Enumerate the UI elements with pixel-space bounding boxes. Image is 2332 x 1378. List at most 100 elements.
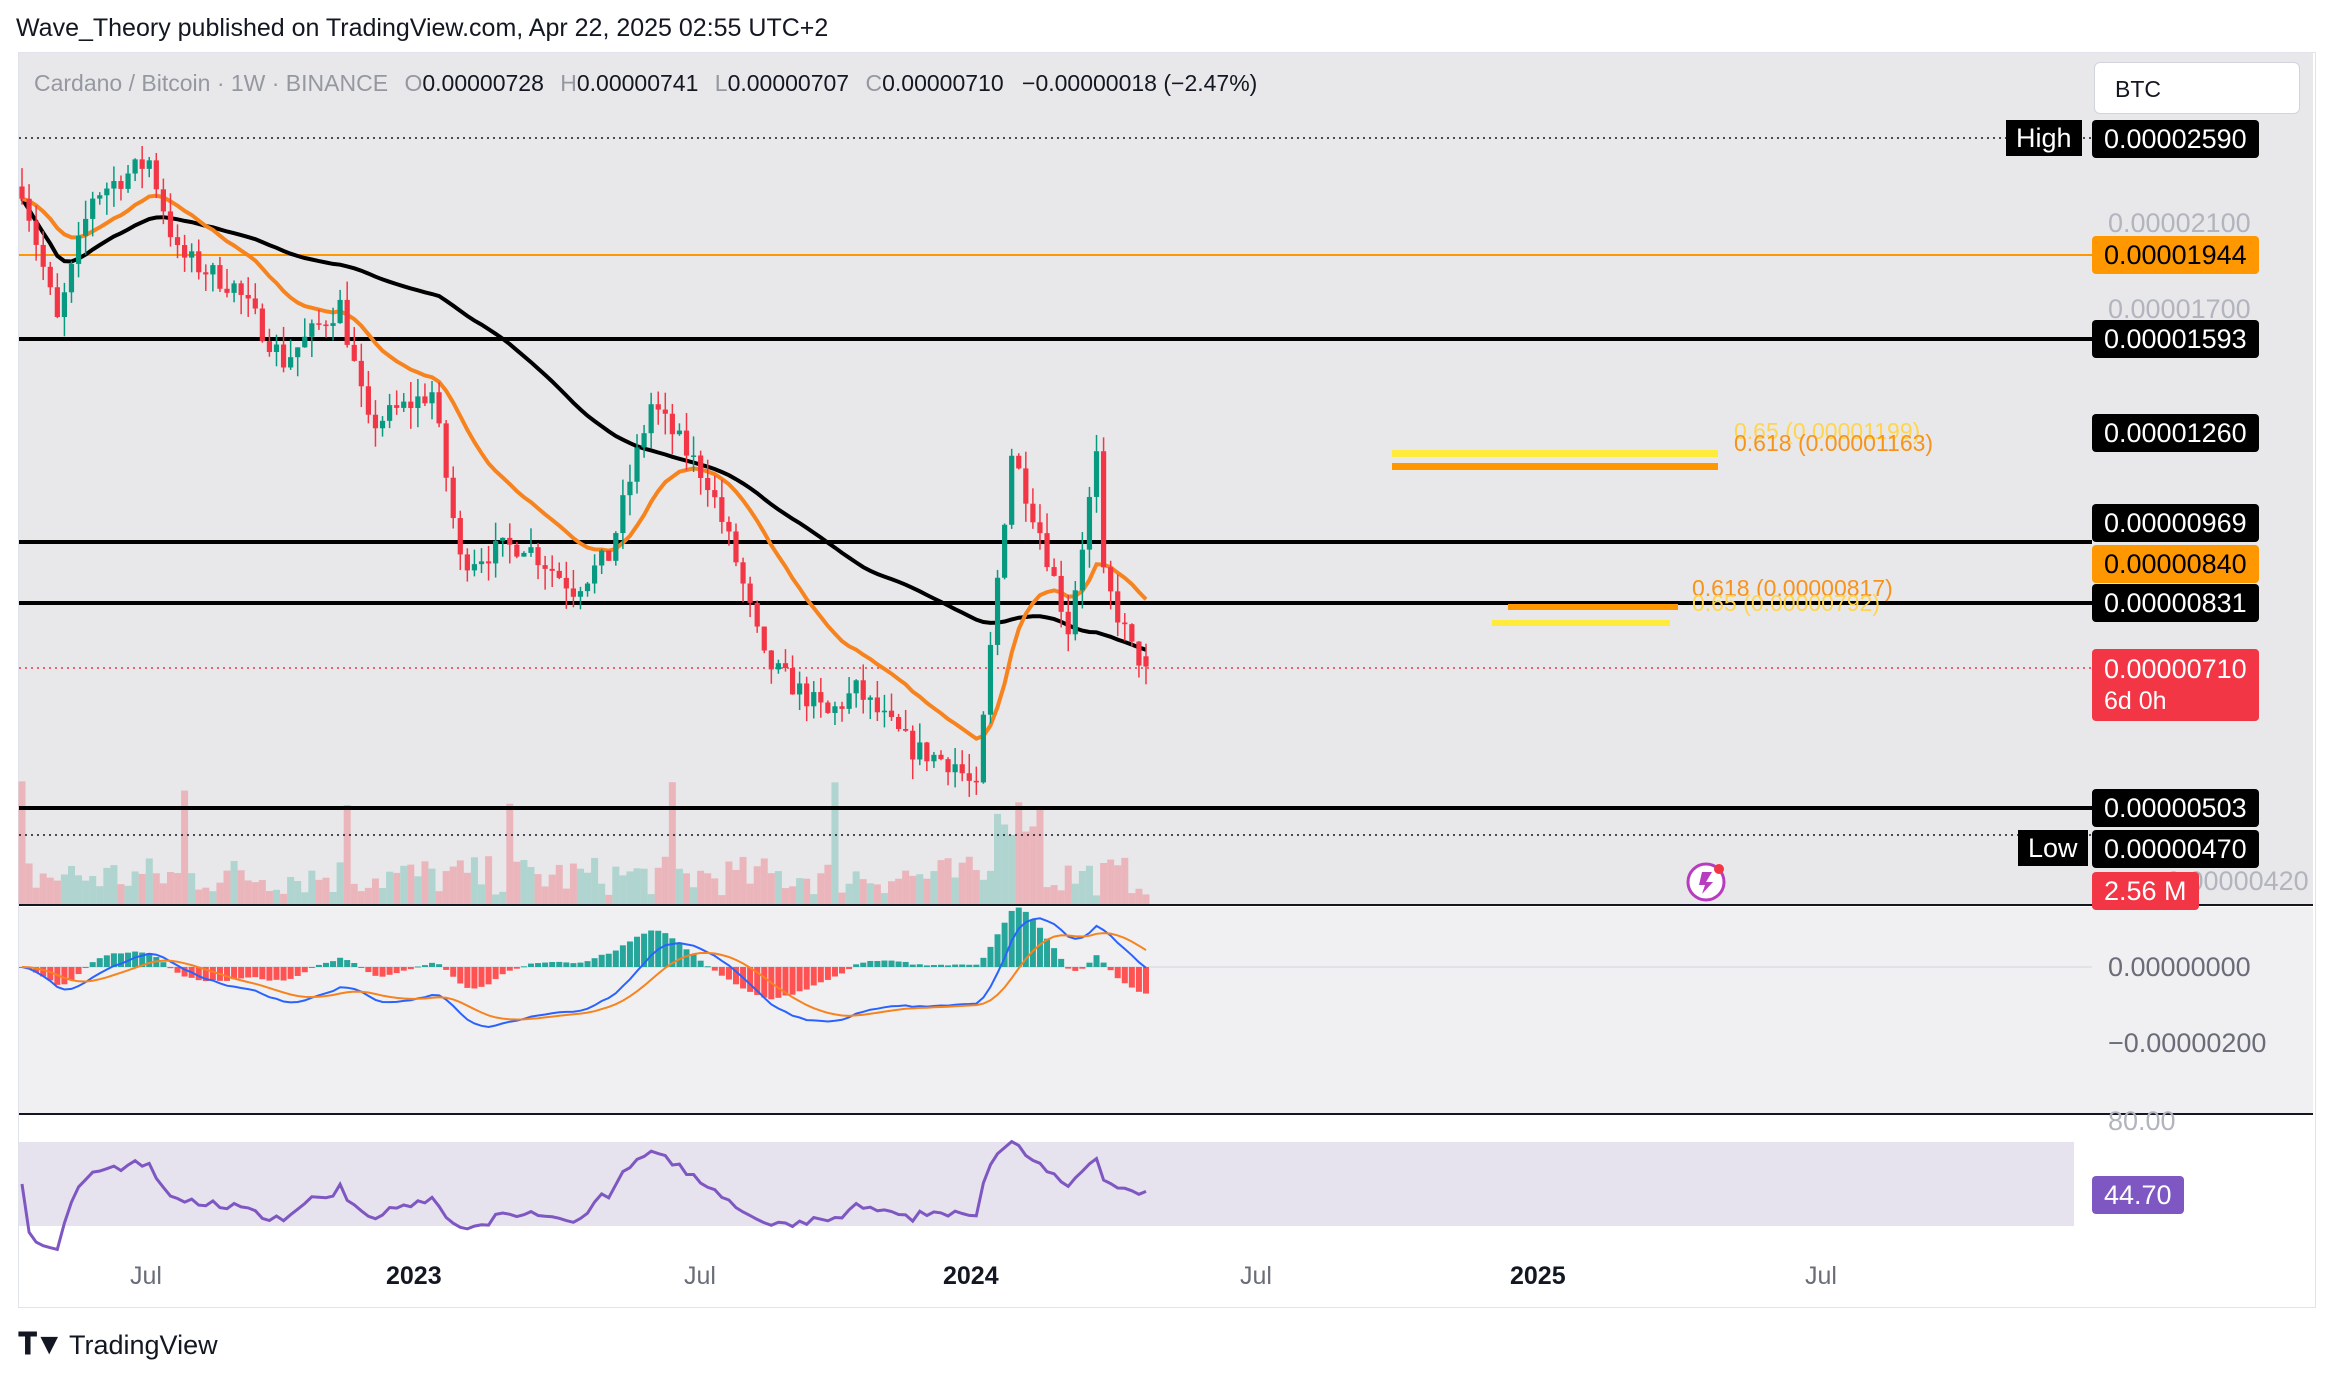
volume-bar <box>958 862 966 904</box>
volume-bar <box>485 856 493 904</box>
volume-bar <box>668 782 676 904</box>
candle-body <box>61 292 68 318</box>
volume-bar <box>32 887 40 904</box>
macd-hist-bar <box>535 963 542 967</box>
macd-hist-bar <box>492 967 499 980</box>
macd-hist-bar <box>634 936 641 967</box>
volume-bar <box>315 879 323 904</box>
macd-hist-bar <box>556 961 563 967</box>
currency-button[interactable]: BTC <box>2094 62 2300 114</box>
candle-body <box>910 730 916 760</box>
candle-body <box>627 481 633 496</box>
macd-hist-bar <box>478 967 485 987</box>
macd-hist-bar <box>344 960 351 967</box>
candle-body <box>1002 524 1008 578</box>
volume-bar <box>640 868 648 904</box>
candle-body <box>931 754 937 762</box>
volume-bar <box>166 871 174 904</box>
volume-bar <box>237 870 245 904</box>
volume-bar <box>265 890 273 904</box>
volume-bar <box>746 883 754 904</box>
macd-hist-bar <box>365 967 372 973</box>
ema-orange-line <box>21 193 1148 741</box>
candle-body <box>309 323 315 337</box>
candle-body <box>394 405 400 408</box>
rsi-band <box>19 1142 2074 1226</box>
candle-body <box>549 568 555 571</box>
volume-bar <box>1001 824 1009 904</box>
candle-body <box>210 265 216 275</box>
volume-bar <box>272 889 280 904</box>
volume-bar <box>308 870 316 904</box>
volume-bar <box>343 805 351 904</box>
macd-hist-bar <box>761 967 768 998</box>
volume-bar <box>251 882 259 904</box>
macd-hist-bar <box>605 953 612 967</box>
volume-bar <box>96 886 104 904</box>
volume-bar <box>767 873 775 904</box>
candle-body <box>535 547 541 566</box>
volume-bar <box>230 861 238 904</box>
candle-body <box>980 714 987 783</box>
current-price-label: 0.00000710 6d 0h <box>2092 649 2259 721</box>
candle-body <box>19 186 25 199</box>
volume-bar <box>46 877 54 904</box>
candle-body <box>584 583 591 592</box>
macd-hist-bar <box>853 964 860 967</box>
candle-body <box>676 430 683 435</box>
legend-symbol[interactable]: Cardano / Bitcoin · 1W · BINANCE <box>34 70 389 96</box>
candle-body <box>987 644 994 715</box>
macd-hist-bar <box>436 964 443 967</box>
candle-body <box>754 602 760 627</box>
macd-hist-bar <box>612 950 619 967</box>
volume-bar <box>117 884 125 904</box>
candle-body <box>867 697 873 700</box>
macd-hist-bar <box>337 957 344 967</box>
macd-hist-bar <box>839 967 846 974</box>
candle-body <box>592 565 598 584</box>
volume-bar <box>909 875 917 904</box>
macd-hist-bar <box>167 967 174 969</box>
candle-body <box>775 663 782 670</box>
macd-hist-bar <box>923 965 930 967</box>
macd-hist-bar <box>132 951 139 967</box>
candles-group <box>19 146 1149 797</box>
alert-icon[interactable] <box>1686 862 1726 902</box>
volume-bar <box>979 879 987 904</box>
volume-bar <box>294 880 302 904</box>
fib-upper-0618-zone <box>1392 463 1718 470</box>
candle-body <box>337 299 343 324</box>
level-1260-label: 0.00001260 <box>2092 414 2259 452</box>
candle-body <box>726 521 732 532</box>
legend-low-key: L <box>714 70 728 96</box>
chart-legend: Cardano / Bitcoin · 1W · BINANCE O0.0000… <box>34 70 1257 97</box>
candle-body <box>139 159 145 169</box>
price-pane-bg <box>19 53 2313 905</box>
volume-bar <box>39 873 47 904</box>
volume-bar <box>60 874 68 904</box>
macd-hist-bar <box>704 966 711 968</box>
volume-bar <box>442 871 450 904</box>
tradingview-brand[interactable]: 𝐓▼ TradingView <box>18 1328 218 1362</box>
macd-hist-bar <box>570 963 577 967</box>
rsi-line <box>20 1139 1147 1252</box>
candle-body <box>888 710 895 718</box>
macd-hist-bar <box>202 967 209 982</box>
candle-body <box>577 591 584 597</box>
candle-body <box>415 396 421 409</box>
macd-hist-bar <box>224 967 231 981</box>
volume-bar <box>1121 857 1129 904</box>
candle-body <box>514 544 520 557</box>
candle-body <box>860 680 866 700</box>
volume-bar <box>463 872 471 904</box>
macd-hist-bar <box>980 957 987 967</box>
volume-bar <box>1093 895 1101 904</box>
candle-body <box>478 561 485 565</box>
volume-bar <box>937 860 945 904</box>
macd-hist-bar <box>902 961 909 967</box>
volume-bar <box>725 861 733 904</box>
candle-body <box>33 220 39 245</box>
macd-hist-bar <box>1029 919 1036 967</box>
volume-bar <box>371 878 379 904</box>
